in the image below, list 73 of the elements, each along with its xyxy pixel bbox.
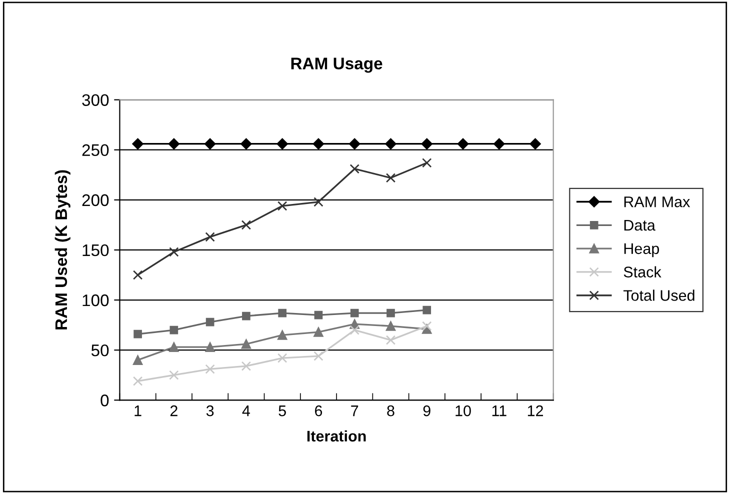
point bbox=[276, 138, 288, 150]
point bbox=[314, 327, 324, 337]
point bbox=[132, 376, 143, 386]
point bbox=[421, 138, 432, 150]
x-tick-label: 6 bbox=[314, 405, 322, 416]
point bbox=[132, 270, 143, 280]
point bbox=[312, 138, 324, 150]
x-tick-label: 3 bbox=[206, 405, 214, 416]
x-tick-label: 8 bbox=[387, 405, 394, 416]
y-tick-label: 250 bbox=[82, 144, 109, 156]
point bbox=[385, 138, 396, 150]
x-tick-label: 9 bbox=[423, 405, 430, 416]
legend-label: Data bbox=[624, 220, 656, 231]
point bbox=[205, 342, 215, 352]
y-tick-label: 100 bbox=[82, 294, 109, 306]
point bbox=[241, 361, 252, 371]
x-tick-label: 10 bbox=[456, 405, 471, 416]
chart-title: RAM Usage bbox=[291, 58, 382, 73]
point bbox=[530, 138, 541, 150]
point bbox=[314, 310, 323, 320]
point bbox=[132, 138, 144, 150]
point bbox=[168, 138, 180, 150]
x-axis-title: Iteration bbox=[307, 430, 366, 442]
x-tick-label: 1 bbox=[134, 406, 142, 416]
point bbox=[422, 321, 432, 331]
point bbox=[204, 138, 216, 150]
point bbox=[350, 164, 360, 174]
point bbox=[170, 326, 178, 334]
point bbox=[314, 351, 324, 361]
x-tick-label: 12 bbox=[528, 405, 544, 416]
point bbox=[132, 355, 143, 365]
point bbox=[205, 232, 215, 242]
x-tick-label: 5 bbox=[278, 406, 286, 416]
y-axis-title: RAM Used (K Bytes) bbox=[54, 170, 70, 330]
point bbox=[386, 335, 396, 345]
x-tick-label: 7 bbox=[351, 406, 358, 416]
point bbox=[134, 330, 142, 338]
legend-label: RAM Max bbox=[624, 196, 690, 208]
point bbox=[206, 318, 214, 326]
point bbox=[277, 353, 288, 363]
point bbox=[241, 339, 252, 349]
point bbox=[386, 321, 396, 331]
point bbox=[422, 158, 432, 168]
point bbox=[169, 370, 179, 380]
y-tick-label: 200 bbox=[82, 194, 109, 206]
point bbox=[386, 308, 395, 318]
point bbox=[278, 308, 286, 318]
point bbox=[169, 247, 179, 257]
y-tick-label: 0 bbox=[100, 394, 109, 406]
point bbox=[169, 342, 179, 352]
x-tick-label: 4 bbox=[242, 406, 250, 416]
point bbox=[314, 197, 324, 207]
y-tick-label: 300 bbox=[82, 94, 109, 106]
point bbox=[494, 138, 505, 150]
point bbox=[457, 138, 469, 150]
point bbox=[350, 308, 359, 318]
point bbox=[205, 364, 215, 374]
legend-label: Stack bbox=[624, 266, 662, 278]
point bbox=[277, 330, 288, 340]
x-tick-label: 2 bbox=[170, 405, 178, 416]
point bbox=[348, 138, 360, 150]
point bbox=[386, 173, 396, 183]
legend-label: Total Used bbox=[623, 290, 694, 301]
point bbox=[241, 220, 252, 230]
point bbox=[422, 306, 432, 314]
y-tick-label: 50 bbox=[91, 344, 109, 356]
point bbox=[277, 201, 288, 211]
x-tick-label: 11 bbox=[492, 406, 506, 416]
point bbox=[240, 138, 252, 150]
y-tick-label: 150 bbox=[82, 244, 109, 256]
point bbox=[350, 325, 360, 335]
legend-label: Heap bbox=[624, 243, 660, 258]
point bbox=[242, 312, 250, 320]
